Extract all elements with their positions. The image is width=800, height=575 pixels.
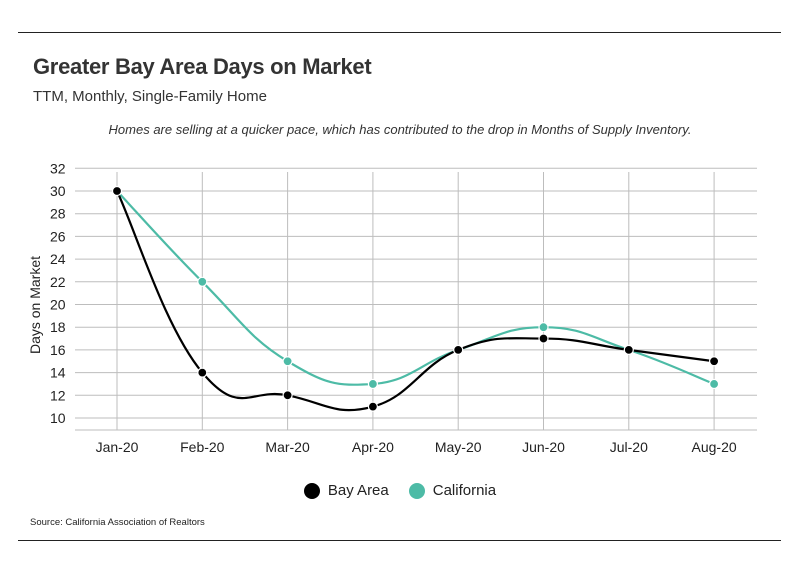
chart-annotation: Homes are selling at a quicker pace, whi… xyxy=(108,122,692,137)
y-tick-label: 18 xyxy=(50,319,66,335)
x-tick-label: May-20 xyxy=(435,439,482,455)
x-tick-label: Feb-20 xyxy=(180,439,225,455)
y-tick-label: 12 xyxy=(50,387,66,403)
y-tick-label: 32 xyxy=(50,160,66,176)
series-line-california xyxy=(116,190,715,386)
top-rule xyxy=(18,32,781,33)
data-point-bay-area xyxy=(282,390,293,401)
data-point-bay-area xyxy=(367,401,378,412)
x-tick-label: Apr-20 xyxy=(352,439,394,455)
legend-label-california: California xyxy=(432,482,497,499)
data-point-california xyxy=(367,378,378,390)
y-tick-label: 16 xyxy=(50,342,66,358)
legend: Bay Area California xyxy=(0,482,800,499)
x-tick-label: Jan-20 xyxy=(96,439,139,455)
data-point-bay-area xyxy=(623,344,634,355)
data-point-bay-area xyxy=(708,356,720,367)
bottom-rule xyxy=(18,540,781,541)
data-point-california xyxy=(197,276,208,287)
y-tick-label: 26 xyxy=(50,228,66,244)
data-point-bay-area xyxy=(111,185,123,197)
x-tick-label: Jun-20 xyxy=(522,439,565,455)
data-point-california xyxy=(282,356,293,367)
legend-swatch-california xyxy=(408,482,425,499)
x-tick-label: Mar-20 xyxy=(265,439,310,455)
y-tick-label: 22 xyxy=(50,274,66,290)
legend-item-california: California xyxy=(408,482,497,499)
y-axis-title: Days on Market xyxy=(27,256,43,354)
legend-swatch-bay-area xyxy=(303,482,320,499)
x-tick-label: Aug-20 xyxy=(692,439,737,455)
data-point-bay-area xyxy=(197,367,208,378)
data-point-bay-area xyxy=(453,344,464,355)
y-tick-label: 20 xyxy=(50,297,66,313)
source-note: Source: California Association of Realto… xyxy=(30,517,205,528)
data-point-bay-area xyxy=(538,333,549,344)
y-tick-label: 28 xyxy=(50,206,66,222)
y-tick-label: 24 xyxy=(50,251,66,267)
y-tick-label: 14 xyxy=(50,365,66,381)
data-point-california xyxy=(708,378,720,390)
y-tick-label: 30 xyxy=(50,183,66,199)
y-tick-label: 10 xyxy=(50,410,66,426)
legend-item-bay-area: Bay Area xyxy=(303,482,389,499)
chart-subtitle: TTM, Monthly, Single-Family Home xyxy=(33,88,267,105)
series-line-bay-area xyxy=(116,190,715,412)
legend-label-bay-area: Bay Area xyxy=(327,482,389,499)
x-tick-label: Jul-20 xyxy=(610,439,648,455)
data-point-california xyxy=(538,322,549,333)
chart-title: Greater Bay Area Days on Market xyxy=(33,54,372,79)
